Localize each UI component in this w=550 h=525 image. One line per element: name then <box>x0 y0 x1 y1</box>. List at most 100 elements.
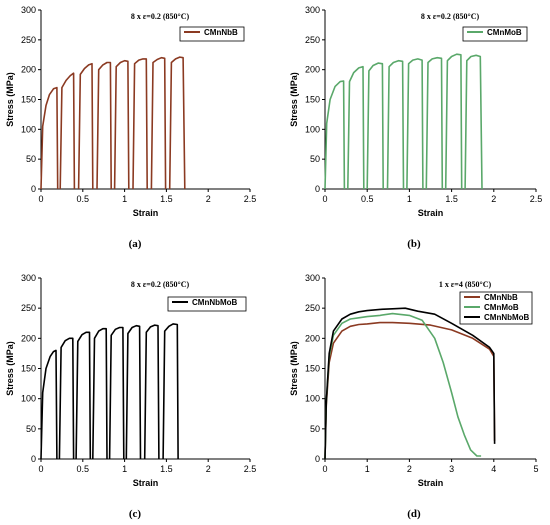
legend-label-CMnNbB: CMnNbB <box>204 28 238 37</box>
series-line-CMnMoB-pass-4 <box>386 59 405 190</box>
x-tick-label: 2.5 <box>244 194 257 204</box>
x-tick-label: 2 <box>206 194 211 204</box>
series-CMnMoB <box>324 312 482 460</box>
x-tick-label: 0 <box>322 194 327 204</box>
panel-label: (d) <box>407 508 421 520</box>
x-tick-label: 0.5 <box>77 464 90 474</box>
series-line-CMnNbMoB-pass-7 <box>143 324 160 460</box>
y-tick-label: 300 <box>305 5 320 15</box>
panel-label: (b) <box>407 238 421 250</box>
series-line-CMnNbMoB-pass-8 <box>162 323 179 460</box>
series-line-CMnMoB-pass-7 <box>444 53 463 190</box>
series-line-CMnMoB-pass-5 <box>406 58 424 190</box>
x-tick-label: 3 <box>449 464 454 474</box>
legend-label-CMnMoB: CMnMoB <box>484 303 519 312</box>
series-line-CMnNbMoB-pass-1 <box>324 307 496 460</box>
legend-label-CMnNbMoB: CMnNbMoB <box>484 313 530 322</box>
x-tick-label: 2.5 <box>530 194 543 204</box>
series-line-CMnNbMoB-pass-3 <box>75 331 92 460</box>
x-tick-label: 4 <box>491 464 496 474</box>
y-tick-label: 50 <box>26 154 36 164</box>
y-tick-label: 200 <box>21 333 36 343</box>
series-line-CMnNbMoB-pass-4 <box>92 327 108 460</box>
series-CMnMoB <box>324 53 483 190</box>
legend-box <box>167 296 247 312</box>
panel-label: (c) <box>129 508 142 520</box>
x-tick-label: 1 <box>407 194 412 204</box>
y-tick-label: 0 <box>31 184 36 194</box>
series-line-CMnNbMoB-pass-5 <box>108 326 125 460</box>
y-tick-label: 250 <box>305 303 320 313</box>
y-tick-label: 50 <box>310 154 320 164</box>
x-tick-label: 1.5 <box>160 194 173 204</box>
x-tick-label: 1 <box>122 464 127 474</box>
x-tick-label: 0 <box>38 194 43 204</box>
x-tick-label: 0.5 <box>77 194 90 204</box>
series-line-CMnNbB-pass-1 <box>40 86 59 190</box>
y-tick-label: 0 <box>315 454 320 464</box>
series-line-CMnNbB-pass-8 <box>168 56 186 190</box>
series-line-CMnMoB-pass-1 <box>324 312 482 460</box>
y-axis-label: Stress (MPa) <box>289 341 299 396</box>
series-line-CMnMoB-pass-6 <box>425 56 444 190</box>
y-axis-label: Stress (MPa) <box>5 341 15 396</box>
series-line-CMnNbB-pass-3 <box>77 62 94 190</box>
x-axis-label: Strain <box>133 208 159 218</box>
y-tick-label: 150 <box>21 95 36 105</box>
x-axis-label: Strain <box>133 478 159 488</box>
y-tick-label: 200 <box>21 65 36 75</box>
series-line-CMnNbMoB-pass-1 <box>40 349 58 460</box>
x-tick-label: 1.5 <box>160 464 173 474</box>
series-line-CMnNbMoB-pass-6 <box>125 324 142 460</box>
x-tick-label: 1.5 <box>445 194 458 204</box>
x-tick-label: 2 <box>206 464 211 474</box>
legend: CMnNbB <box>179 26 245 42</box>
series-line-CMnNbMoB-pass-2 <box>58 337 75 460</box>
chart-annotation: 8 x ε=0.2 (850°C) <box>131 12 190 21</box>
legend: CMnNbMoB <box>167 296 247 312</box>
x-axis-label: Strain <box>418 478 444 488</box>
y-tick-label: 50 <box>310 424 320 434</box>
y-axis-label: Stress (MPa) <box>289 72 299 127</box>
y-tick-label: 150 <box>305 364 320 374</box>
legend-label-CMnMoB: CMnMoB <box>487 28 522 37</box>
x-tick-label: 1 <box>122 194 127 204</box>
x-tick-label: 2 <box>491 194 496 204</box>
series-line-CMnNbB-pass-1 <box>324 321 496 460</box>
y-tick-label: 150 <box>21 364 36 374</box>
series-line-CMnNbB-pass-4 <box>96 61 112 190</box>
y-tick-label: 0 <box>31 454 36 464</box>
y-tick-label: 100 <box>21 394 36 404</box>
chart-annotation: 1 x ε=4 (850°C) <box>439 280 492 289</box>
legend-box <box>179 26 245 42</box>
x-tick-label: 1 <box>365 464 370 474</box>
chart-panel-1: 0 50 100 150 200 250 300 0 0.5 1 1.5 2 2.5 Strain Stre… <box>5 5 256 250</box>
legend-label-CMnNbMoB: CMnNbMoB <box>192 298 238 307</box>
y-tick-label: 100 <box>305 124 320 134</box>
series-CMnNbMoB <box>324 307 496 460</box>
y-tick-label: 300 <box>305 273 320 283</box>
y-axis-label: Stress (MPa) <box>5 72 15 127</box>
y-tick-label: 300 <box>21 273 36 283</box>
series-line-CMnMoB-pass-8 <box>464 54 483 190</box>
legend-box <box>462 26 528 42</box>
chart-annotation: 8 x ε=0.2 (850°C) <box>421 12 480 21</box>
series-line-CMnNbB-pass-5 <box>113 59 130 190</box>
x-tick-label: 0.5 <box>361 194 374 204</box>
y-tick-label: 200 <box>305 65 320 75</box>
x-tick-label: 0 <box>38 464 43 474</box>
y-tick-label: 100 <box>21 124 36 134</box>
series-CMnNbMoB <box>40 323 179 460</box>
panel-label: (a) <box>129 238 142 250</box>
y-tick-label: 50 <box>26 424 36 434</box>
y-tick-label: 300 <box>21 5 36 15</box>
chart-annotation: 8 x ε=0.2 (850°C) <box>131 280 190 289</box>
x-axis-label: Strain <box>418 208 444 218</box>
chart-panel-2: 0 50 100 150 200 250 300 0 0.5 1 1.5 2 2.5 Strain Stre… <box>289 5 542 250</box>
y-tick-label: 0 <box>315 184 320 194</box>
y-tick-label: 150 <box>305 95 320 105</box>
series-line-CMnMoB-pass-2 <box>347 65 365 190</box>
legend-label-CMnNbB: CMnNbB <box>484 293 518 302</box>
